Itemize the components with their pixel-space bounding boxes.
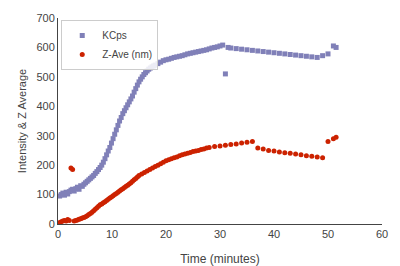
svg-text:200: 200 <box>36 159 54 171</box>
svg-text:Time (minutes): Time (minutes) <box>180 252 260 266</box>
svg-text:Intensity & Z Average: Intensity & Z Average <box>16 69 28 173</box>
svg-text:500: 500 <box>36 71 54 83</box>
svg-text:700: 700 <box>36 12 54 24</box>
svg-text:400: 400 <box>36 100 54 112</box>
svg-text:10: 10 <box>106 228 118 240</box>
svg-text:20: 20 <box>160 228 172 240</box>
svg-text:Z-Ave (nm): Z-Ave (nm) <box>102 49 152 60</box>
svg-text:60: 60 <box>376 228 388 240</box>
svg-text:30: 30 <box>214 228 226 240</box>
svg-text:0: 0 <box>49 218 55 230</box>
svg-text:0: 0 <box>55 228 61 240</box>
svg-text:100: 100 <box>36 188 54 200</box>
svg-text:600: 600 <box>36 41 54 53</box>
svg-text:300: 300 <box>36 130 54 142</box>
svg-text:50: 50 <box>322 228 334 240</box>
svg-text:KCps: KCps <box>102 30 126 41</box>
svg-text:40: 40 <box>268 228 280 240</box>
